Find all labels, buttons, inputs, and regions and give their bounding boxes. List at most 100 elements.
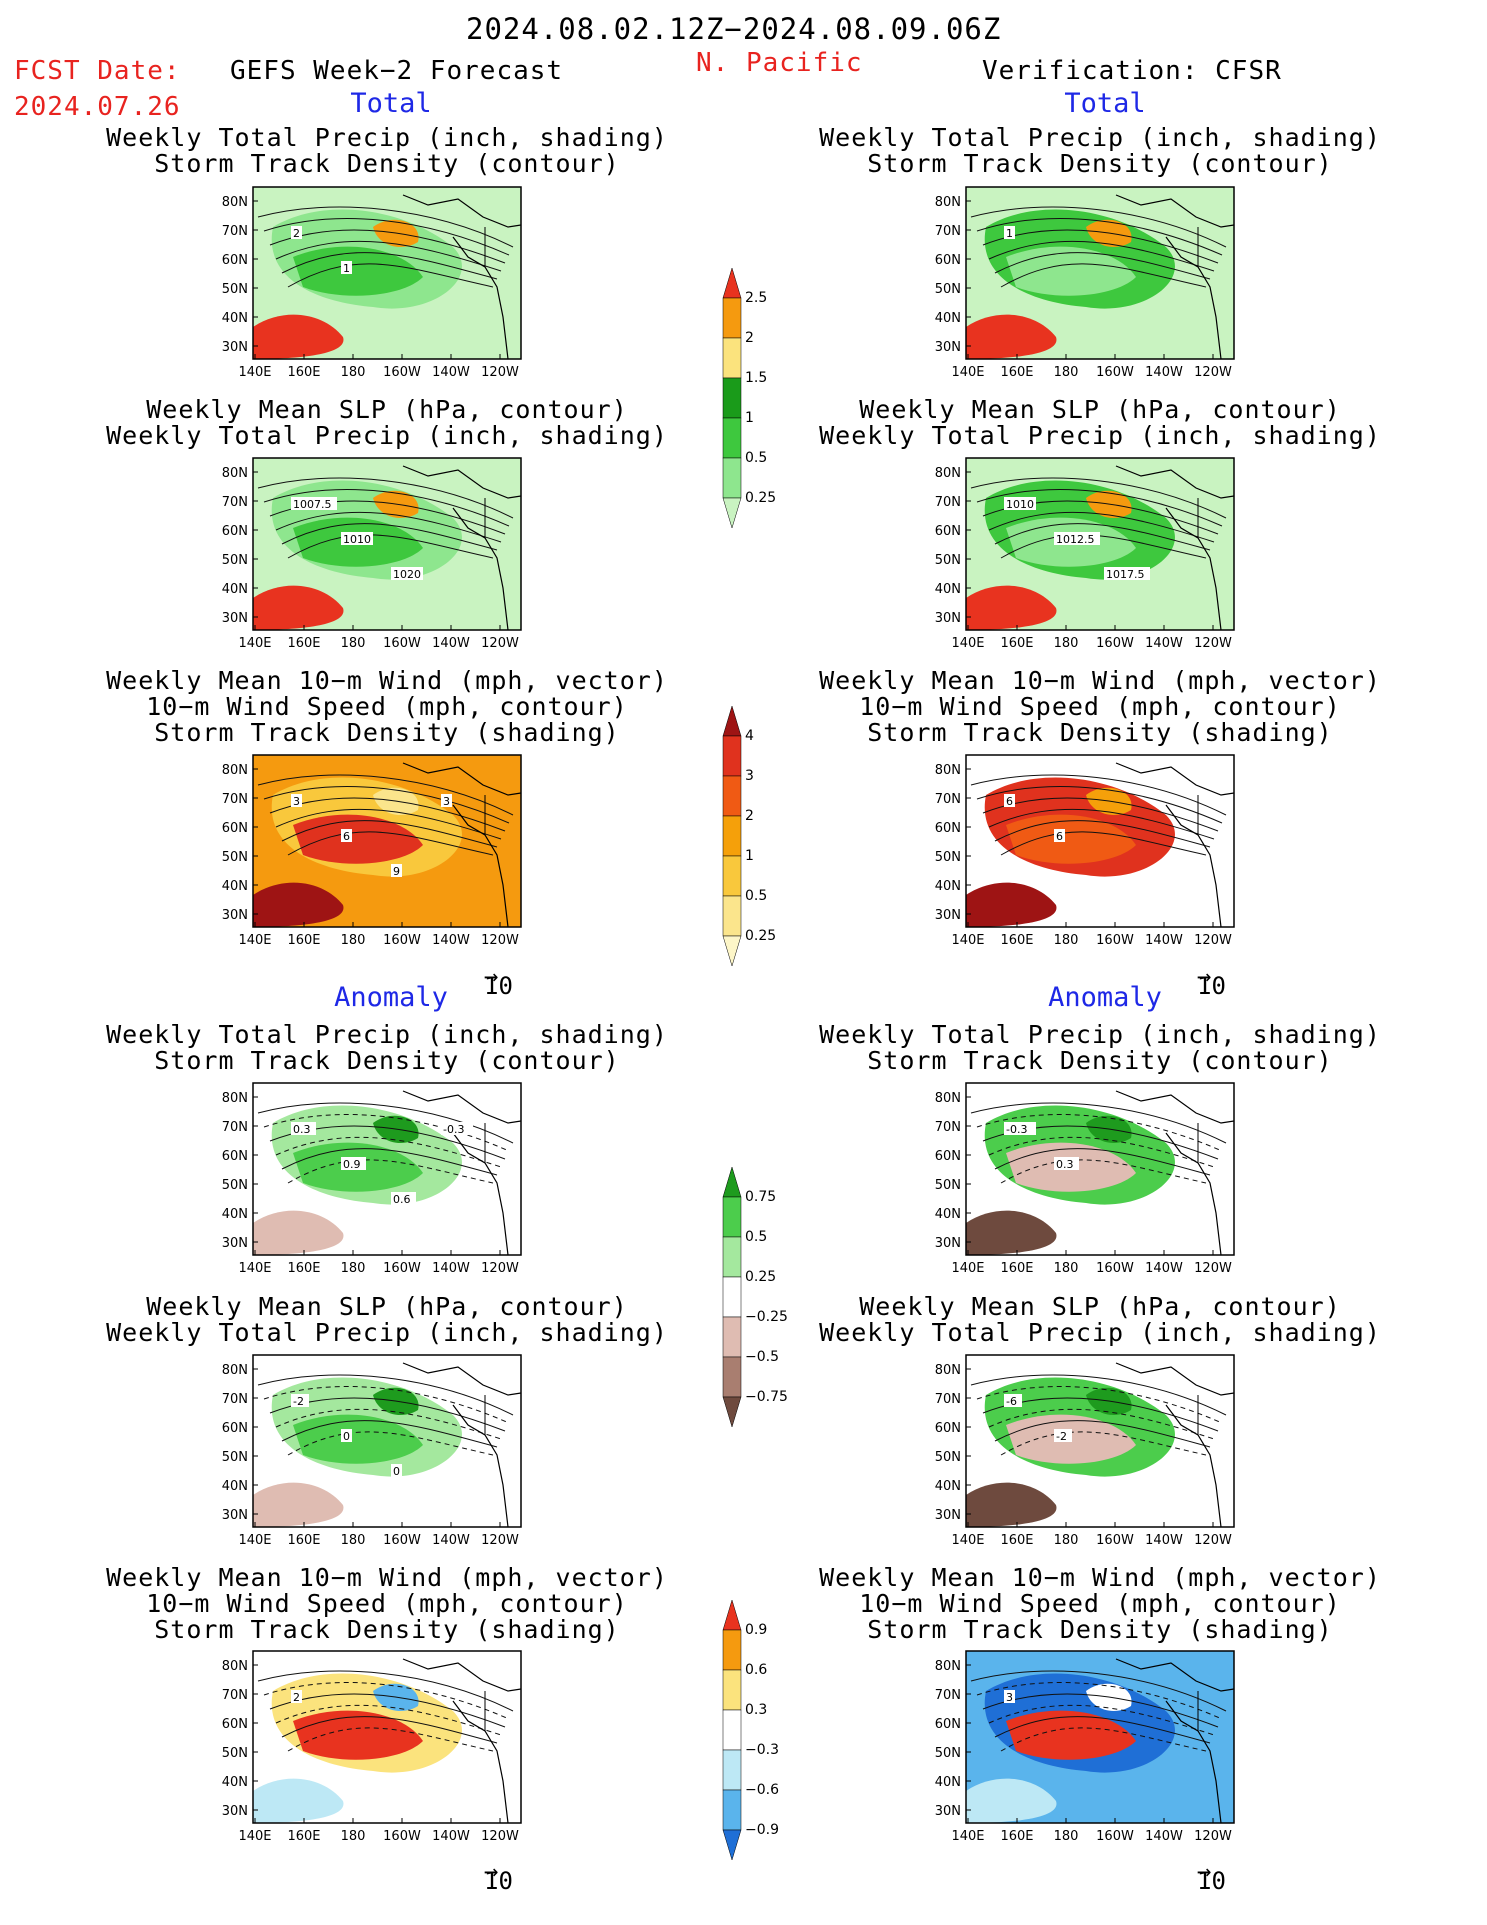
colorbar-label: 0.5 [745, 450, 767, 466]
lon-tick-label: 160E [1000, 365, 1033, 380]
colorbar-label: 0.5 [745, 888, 767, 904]
lat-tick-label: 80N [222, 1363, 248, 1378]
contour-label: 3 [443, 795, 450, 808]
contour-line [257, 1102, 514, 1144]
lon-tick-label: 140E [238, 1533, 271, 1548]
lon-tick-label: 160W [383, 933, 421, 948]
lon-tick-label: 160W [1096, 365, 1134, 380]
lat-tick-label: 40N [935, 1207, 961, 1222]
contour-line [1000, 1159, 1207, 1184]
lat-tick-label: 50N [935, 1450, 961, 1465]
colorbar-label: 0.25 [745, 928, 776, 944]
shading-region [253, 585, 344, 630]
lat-tick-label: 50N [935, 553, 961, 568]
contour-line [275, 808, 502, 840]
contour-line [1000, 1431, 1207, 1456]
lon-tick-label: 160W [383, 1261, 421, 1276]
contour-line [275, 1136, 502, 1168]
lat-tick-label: 70N [935, 1392, 961, 1407]
vector-ref-label: 10 [484, 972, 513, 1000]
contour-label: 1010 [1006, 498, 1034, 511]
contour-label: 1 [1006, 227, 1013, 240]
contour-line [257, 1670, 514, 1712]
lat-tick-label: 60N [935, 1717, 961, 1732]
contour-line [994, 1420, 1211, 1448]
map-a-cfsr-3: 3 80N 70N 60N 50N 40N 30N 140E 160E 180 160W 140W 12… [935, 1650, 1235, 1844]
section-anomaly-left: Anomaly [334, 982, 448, 1013]
contour-label: 0.6 [393, 1193, 411, 1206]
lat-tick-label: 40N [222, 1207, 248, 1222]
map-t-cfsr-2: 1010 1012.5 1017.5 80N 70N 60N 50N 40N 30N 140E 16… [935, 457, 1235, 651]
contour-label: 6 [1006, 795, 1013, 808]
contour-line [287, 263, 494, 288]
colorbar-label: 2 [745, 330, 754, 346]
lon-tick-label: 140E [951, 933, 984, 948]
lat-tick-label: 60N [935, 524, 961, 539]
map-a-cfsr-2: -6 -2 80N 70N 60N 50N 40N 30N 140E 160E 180 160W 140… [935, 1354, 1235, 1548]
lon-tick-label: 140W [1145, 1829, 1183, 1844]
lat-tick-label: 60N [222, 1149, 248, 1164]
contour-line [263, 786, 510, 824]
contour-line [970, 1102, 1227, 1144]
shading-region [253, 882, 344, 927]
vector-ref-arrow: → [484, 1857, 499, 1885]
lat-tick-label: 50N [222, 553, 248, 568]
lon-tick-label: 120W [1194, 1261, 1232, 1276]
lon-tick-label: 180 [1054, 1829, 1079, 1844]
contour-label: -0.3 [1006, 1123, 1027, 1136]
shading-region [293, 814, 423, 864]
lon-tick-label: 140E [951, 1261, 984, 1276]
contour-label: 9 [393, 865, 400, 878]
shading-region [966, 585, 1057, 630]
contour-label: 6 [1056, 830, 1063, 843]
lat-tick-label: 30N [222, 908, 248, 923]
colorbar-label: −0.3 [745, 1742, 779, 1758]
panel-title: Weekly Mean 10−m Wind (mph, vector) 10−m… [106, 666, 668, 747]
lat-tick-label: 60N [935, 1421, 961, 1436]
contour-line [988, 240, 1215, 272]
lon-tick-label: 160W [383, 1829, 421, 1844]
lat-tick-label: 40N [222, 879, 248, 894]
lat-tick-label: 70N [222, 1120, 248, 1135]
contour-line [1000, 1727, 1207, 1752]
contour-line [976, 218, 1223, 256]
colorbar-label: 0.9 [745, 1622, 767, 1638]
colorbar-label: 2 [745, 808, 754, 824]
colorbar-track-anom: 0.9 0.6 0.3 −0.3 −0.6 −0.9 [722, 1599, 779, 1861]
lon-tick-label: 160E [287, 1261, 320, 1276]
contour-label: 3 [1006, 1691, 1013, 1704]
coastline [1115, 1090, 1235, 1256]
lat-tick-label: 80N [222, 195, 248, 210]
map-a-cfsr-1: -0.3 0.3 80N 70N 60N 50N 40N 30N 140E 160E 180 160W… [935, 1082, 1235, 1276]
shading-region [293, 246, 423, 296]
lat-tick-label: 60N [222, 524, 248, 539]
map-a-gefs-3: 2 80N 70N 60N 50N 40N 30N 140E 160E 180 160W 140W 12… [222, 1650, 522, 1844]
contour-line [1000, 263, 1207, 288]
lon-tick-label: 160E [287, 636, 320, 651]
contour-line [976, 1682, 1223, 1720]
coastline [402, 1658, 522, 1824]
lon-tick-label: 180 [1054, 933, 1079, 948]
shading-region [253, 1778, 344, 1823]
shading-region [253, 314, 344, 359]
shading-region [253, 1482, 344, 1527]
contour-label: 1020 [393, 568, 421, 581]
lat-tick-label: 40N [935, 879, 961, 894]
contour-label: 2 [293, 227, 300, 240]
contour-label: 0.3 [293, 1123, 311, 1136]
contour-line [988, 1408, 1215, 1440]
contour-line [287, 831, 494, 856]
lat-tick-label: 60N [222, 253, 248, 268]
contour-line [994, 1148, 1211, 1176]
map-frame [965, 1354, 1235, 1528]
lat-tick-label: 40N [222, 582, 248, 597]
lon-tick-label: 140W [432, 1533, 470, 1548]
contour-label: 6 [343, 830, 350, 843]
lon-tick-label: 120W [481, 1261, 519, 1276]
lat-tick-label: 80N [935, 1659, 961, 1674]
lat-tick-label: 30N [222, 340, 248, 355]
lat-tick-label: 40N [935, 1479, 961, 1494]
lon-tick-label: 180 [341, 636, 366, 651]
contour-line [281, 523, 498, 551]
lat-tick-label: 80N [935, 1091, 961, 1106]
